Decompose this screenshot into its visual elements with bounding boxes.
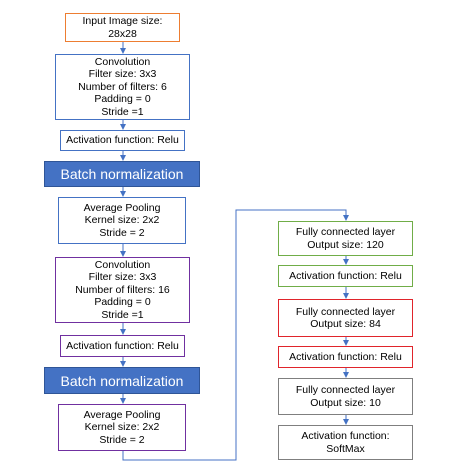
conv2-line1: Convolution (94, 258, 151, 271)
input-line2: 28x28 (108, 27, 137, 40)
pool2-line2: Kernel size: 2x2 (84, 421, 160, 434)
fc3-line2: Output size: 10 (310, 396, 381, 409)
conv1-line1: Convolution (94, 55, 151, 68)
fc1-line2: Output size: 120 (307, 238, 384, 251)
act5-box: Activation function: SoftMax (278, 425, 413, 460)
fc3-line1: Fully connected layer (295, 384, 396, 396)
act4-box: Activation function: Relu (278, 346, 413, 368)
input-image-box: Input Image size: 28x28 (65, 13, 180, 42)
fc3-box: Fully connected layer Output size: 10 (278, 378, 413, 415)
act5-line2: SoftMax (326, 442, 365, 455)
conv1-line3: Number of filters: 6 (78, 80, 167, 93)
batch-norm-1: Batch normalization (44, 161, 200, 187)
batch-norm-2: Batch normalization (44, 367, 200, 394)
fc2-box: Fully connected layer Output size: 84 (278, 299, 413, 337)
conv1-box: Convolution Filter size: 3x3 Number of f… (55, 54, 190, 120)
pool1-line2: Kernel size: 2x2 (84, 214, 160, 227)
act4-line1: Activation function: Relu (289, 350, 402, 363)
fc2-line1: Fully connected layer (295, 305, 396, 318)
act2-box: Activation function: Relu (60, 335, 185, 357)
input-line1: Input Image size: (82, 15, 163, 27)
conv2-line5: Stride =1 (101, 308, 144, 321)
conv1-line5: Stride =1 (101, 105, 144, 118)
act1-line1: Activation function: Relu (66, 134, 179, 147)
fc1-line1: Fully connected layer (295, 226, 396, 238)
fc2-line2: Output size: 84 (310, 318, 381, 330)
conv2-line2: Filter size: 3x3 (88, 271, 157, 284)
act2-line1: Activation function: Relu (66, 339, 179, 352)
act3-line1: Activation function: Relu (289, 269, 402, 282)
conv1-line2: Filter size: 3x3 (88, 68, 157, 81)
pool2-line3: Stride = 2 (99, 433, 145, 446)
act1-box: Activation function: Relu (60, 130, 185, 151)
bn1-label: Batch normalization (60, 166, 184, 182)
pool1-line3: Stride = 2 (99, 226, 145, 239)
conv2-box: Convolution Filter size: 3x3 Number of f… (55, 257, 190, 323)
pool2-line1: Average Pooling (83, 408, 161, 421)
pool2-box: Average Pooling Kernel size: 2x2 Stride … (58, 404, 186, 451)
fc1-box: Fully connected layer Output size: 120 (278, 221, 413, 256)
conv2-line4: Padding = 0 (94, 296, 151, 309)
act5-line1: Activation function: (301, 430, 390, 442)
bn2-label: Batch normalization (60, 372, 184, 389)
pool1-box: Average Pooling Kernel size: 2x2 Stride … (58, 197, 186, 244)
act3-box: Activation function: Relu (278, 265, 413, 287)
conv1-line4: Padding = 0 (94, 93, 151, 106)
arrow-pool2-to-fc1 (122, 209, 349, 461)
pool1-line1: Average Pooling (83, 201, 161, 214)
conv2-line3: Number of filters: 16 (75, 283, 170, 296)
